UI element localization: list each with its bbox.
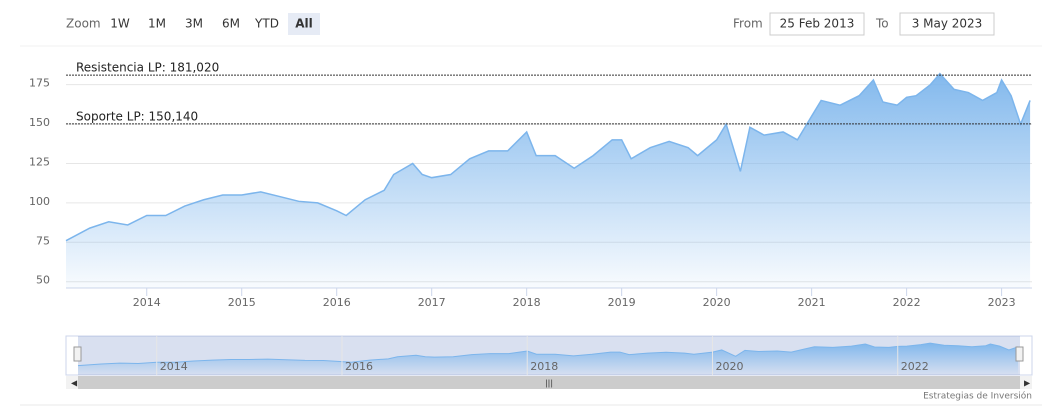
- navigator-tick-label: 2014: [160, 360, 188, 373]
- navigator-tick-label: 2018: [530, 360, 558, 373]
- scroll-right[interactable]: ▶: [1024, 379, 1031, 388]
- y-tick-label: 175: [29, 77, 50, 90]
- navigator-tick-label: 2022: [901, 360, 929, 373]
- zoom-label: Zoom: [66, 17, 101, 31]
- y-tick-label: 125: [29, 155, 50, 168]
- x-tick-label: 2014: [133, 296, 161, 309]
- plot-line-label: Soporte LP: 150,140: [76, 109, 198, 123]
- zoom-button[interactable]: 3M: [185, 17, 203, 31]
- navigator-tick-label: 2016: [345, 360, 373, 373]
- zoom-button[interactable]: All: [295, 17, 313, 31]
- scroll-left[interactable]: ◀: [71, 379, 78, 388]
- x-tick-label: 2021: [798, 296, 826, 309]
- scroll-grip[interactable]: |||: [545, 379, 553, 388]
- x-tick-label: 2019: [608, 296, 636, 309]
- y-tick-label: 50: [36, 274, 50, 287]
- navigator-line: [77, 342, 1019, 367]
- navigator-area: [78, 343, 1019, 374]
- navigator-handle[interactable]: [73, 346, 82, 362]
- from-date[interactable]: 25 Feb 2013: [780, 17, 855, 31]
- from-label: From: [733, 17, 763, 31]
- x-tick-label: 2015: [228, 296, 256, 309]
- x-tick-label: 2022: [893, 296, 921, 309]
- y-tick-label: 150: [29, 116, 50, 129]
- x-tick-label: 2016: [323, 296, 351, 309]
- navigator-tick-label: 2020: [715, 360, 743, 373]
- to-date[interactable]: 3 May 2023: [912, 17, 983, 31]
- zoom-button[interactable]: 1M: [148, 17, 166, 31]
- zoom-button[interactable]: 1W: [110, 17, 130, 31]
- to-label: To: [875, 17, 889, 31]
- series-area: [66, 73, 1031, 288]
- x-tick-label: 2017: [418, 296, 446, 309]
- to-input[interactable]: [899, 12, 995, 36]
- x-tick-label: 2018: [513, 296, 541, 309]
- zoom-button-bg[interactable]: [288, 13, 320, 35]
- y-tick-label: 100: [29, 195, 50, 208]
- y-tick-label: 75: [36, 234, 50, 247]
- scrollbar-thumb[interactable]: [78, 376, 1020, 389]
- x-tick-label: 2020: [703, 296, 731, 309]
- from-input[interactable]: [769, 12, 865, 36]
- plot-line-label: Resistencia LP: 181,020: [76, 61, 219, 75]
- zoom-button[interactable]: 6M: [222, 17, 240, 31]
- navigator-handle[interactable]: [1015, 346, 1024, 362]
- credit[interactable]: Estrategias de Inversión: [923, 391, 1032, 402]
- x-tick-label: 2023: [988, 296, 1016, 309]
- zoom-button[interactable]: YTD: [254, 17, 279, 31]
- series-line: [65, 72, 1031, 242]
